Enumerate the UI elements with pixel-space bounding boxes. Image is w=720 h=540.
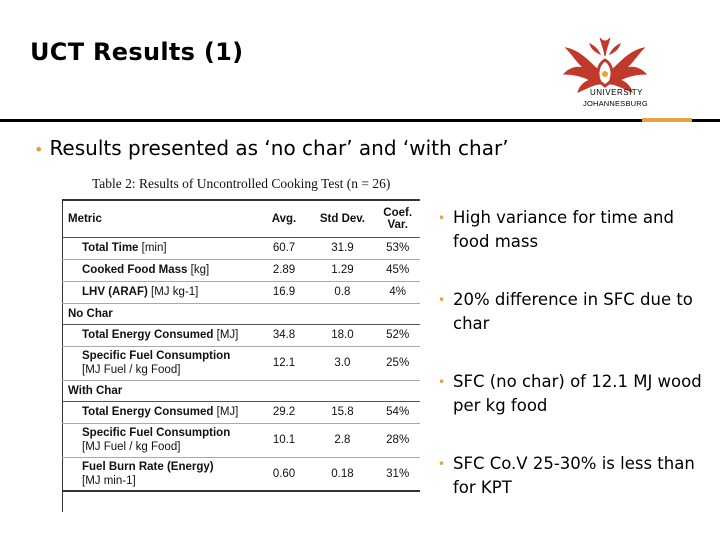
row-avg: 10.1 [258, 423, 310, 458]
table-row: Specific Fuel Consumption [MJ Fuel / kg F… [62, 423, 420, 458]
row-sd: 15.8 [309, 401, 376, 424]
side-bullet: • SFC Co.V 25-30% is less than for KPT [438, 452, 708, 500]
row-cov: 31% [375, 457, 420, 492]
row-sd: 18.0 [309, 324, 376, 347]
row-sd: 0.18 [309, 457, 376, 492]
main-bullet: • Results presented as ‘no char’ and ‘wit… [34, 136, 509, 160]
section-row-no-char: No Char [62, 302, 420, 325]
results-table: Metric Avg. Std Dev. Coef. Var. Total Ti… [62, 199, 420, 492]
university-logo [562, 37, 648, 93]
bullet-dot-icon: • [438, 457, 446, 471]
row-sd: 2.8 [309, 423, 376, 458]
table-row: Total Energy Consumed [MJ] 34.8 18.0 52% [62, 324, 420, 347]
row-avg: 0.60 [258, 457, 310, 492]
row-metric: Cooked Food Mass [kg] [62, 259, 259, 282]
row-avg: 34.8 [258, 324, 310, 347]
side-bullet: • SFC (no char) of 12.1 MJ wood per kg fo… [438, 370, 708, 418]
table-row: Specific Fuel Consumption [MJ Fuel / kg F… [62, 346, 420, 381]
row-metric: Total Energy Consumed [MJ] [62, 401, 259, 424]
bullet-dot-icon: • [438, 375, 446, 389]
side-bullet-text: SFC (no char) of 12.1 MJ wood per kg foo… [453, 372, 702, 415]
row-sd: 31.9 [309, 237, 376, 260]
row-metric: Total Energy Consumed [MJ] [62, 324, 259, 347]
side-bullet: • 20% difference in SFC due to char [438, 288, 708, 336]
row-cov: 28% [375, 423, 420, 458]
header-avg: Avg. [258, 199, 310, 238]
table-row: Total Time [min] 60.7 31.9 53% [62, 237, 420, 260]
row-metric: Total Time [min] [62, 237, 259, 260]
row-cov: 52% [375, 324, 420, 347]
side-bullet: • High variance for time and food mass [438, 206, 708, 254]
logo-text-johannesburg: JOHANNESBURG [583, 99, 648, 108]
side-bullet-text: SFC Co.V 25-30% is less than for KPT [453, 454, 695, 497]
table-row: Cooked Food Mass [kg] 2.89 1.29 45% [62, 259, 420, 282]
row-avg: 29.2 [258, 401, 310, 424]
section-row-with-char: With Char [62, 379, 420, 402]
slide-title: UCT Results (1) [30, 38, 244, 66]
table-row: Total Energy Consumed [MJ] 29.2 15.8 54% [62, 401, 420, 424]
row-metric: Specific Fuel Consumption [MJ Fuel / kg F… [62, 423, 259, 458]
section-label: With Char [62, 379, 420, 402]
row-cov: 25% [375, 346, 420, 381]
row-metric: LHV (ARAF) [MJ kg-1] [62, 281, 259, 304]
bullet-dot-icon: • [438, 293, 446, 307]
row-avg: 2.89 [258, 259, 310, 282]
table-row: Fuel Burn Rate (Energy) [MJ min-1] 0.60 0… [62, 457, 420, 492]
row-sd: 1.29 [309, 259, 376, 282]
header-coef-var: Coef. Var. [375, 199, 420, 238]
row-cov: 4% [375, 281, 420, 304]
row-cov: 53% [375, 237, 420, 260]
side-bullet-text: 20% difference in SFC due to char [453, 290, 693, 333]
row-cov: 54% [375, 401, 420, 424]
header-divider [0, 119, 720, 122]
row-sd: 3.0 [309, 346, 376, 381]
row-avg: 12.1 [258, 346, 310, 381]
header-divider-accent [642, 118, 692, 122]
table-header-row: Metric Avg. Std Dev. Coef. Var. [62, 199, 420, 238]
table-row: LHV (ARAF) [MJ kg-1] 16.9 0.8 4% [62, 281, 420, 304]
header-std-dev: Std Dev. [309, 199, 376, 238]
table-caption: Table 2: Results of Uncontrolled Cooking… [92, 176, 391, 191]
row-sd: 0.8 [309, 281, 376, 304]
logo-text-university: UNIVERSITY [590, 88, 644, 97]
row-cov: 45% [375, 259, 420, 282]
bullet-dot-icon: • [34, 140, 44, 159]
row-metric: Specific Fuel Consumption [MJ Fuel / kg F… [62, 346, 259, 381]
main-bullet-text: Results presented as ‘no char’ and ‘with… [49, 136, 509, 160]
row-avg: 16.9 [258, 281, 310, 304]
side-bullet-text: High variance for time and food mass [453, 208, 674, 251]
row-metric: Fuel Burn Rate (Energy) [MJ min-1] [62, 457, 259, 492]
section-label: No Char [62, 302, 420, 325]
bullet-dot-icon: • [438, 211, 446, 225]
header-metric: Metric [62, 199, 259, 238]
row-avg: 60.7 [258, 237, 310, 260]
